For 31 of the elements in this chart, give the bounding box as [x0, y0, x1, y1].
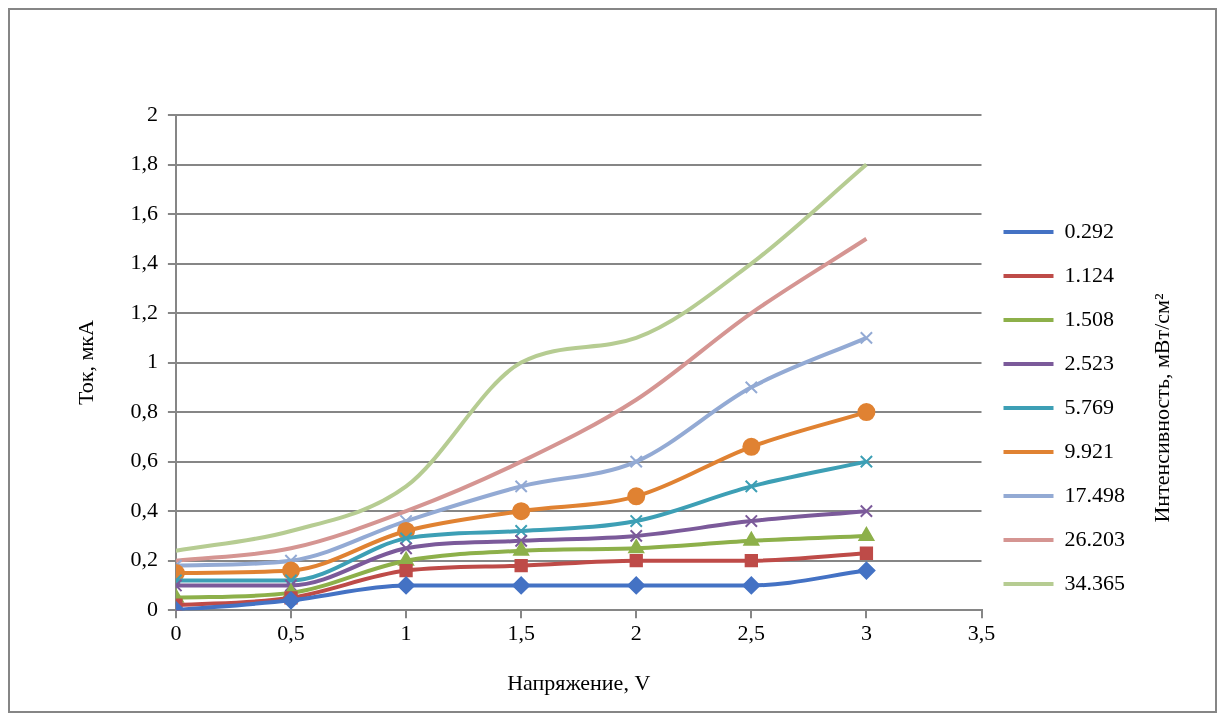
x-tick-label: 3	[860, 620, 872, 646]
legend-label: 5.769	[1064, 393, 1114, 419]
legend-label: 1.508	[1064, 305, 1114, 331]
legend-label: 9.921	[1064, 437, 1114, 463]
y-tick-label: 1,6	[130, 199, 158, 225]
legend-label: 26.203	[1064, 525, 1125, 551]
x-tick-label: 1	[400, 620, 412, 646]
y-tick-label: 0,8	[130, 397, 158, 423]
y-tick-label: 0,2	[130, 546, 158, 572]
y-tick-label: 0,4	[130, 496, 158, 522]
legend-title: Интенсивность, мВт/см²	[1148, 293, 1174, 523]
x-axis-title: Напряжение, V	[507, 669, 651, 695]
x-tick-label: 2	[630, 620, 642, 646]
x-tick-label: 2,5	[737, 620, 766, 646]
x-tick-label: 1,5	[507, 620, 535, 646]
legend-label: 1.124	[1064, 261, 1114, 287]
legend-label: 2.523	[1064, 349, 1114, 375]
x-tick-label: 0	[170, 620, 182, 646]
y-tick-label: 2	[146, 100, 158, 126]
y-tick-label: 0,6	[130, 447, 158, 473]
legend-label: 34.365	[1064, 569, 1125, 595]
y-tick-label: 1,8	[130, 150, 158, 176]
legend-label: 17.498	[1064, 481, 1125, 507]
x-tick-label: 0,5	[277, 620, 305, 646]
y-axis-title: Ток, мкА	[72, 320, 98, 406]
x-tick-label: 3,5	[967, 620, 996, 646]
y-tick-label: 1	[146, 348, 158, 374]
legend-label: 0.292	[1064, 217, 1114, 243]
y-tick-label: 1,4	[130, 249, 158, 275]
y-tick-label: 1,2	[130, 298, 158, 324]
y-tick-label: 0	[146, 595, 158, 621]
